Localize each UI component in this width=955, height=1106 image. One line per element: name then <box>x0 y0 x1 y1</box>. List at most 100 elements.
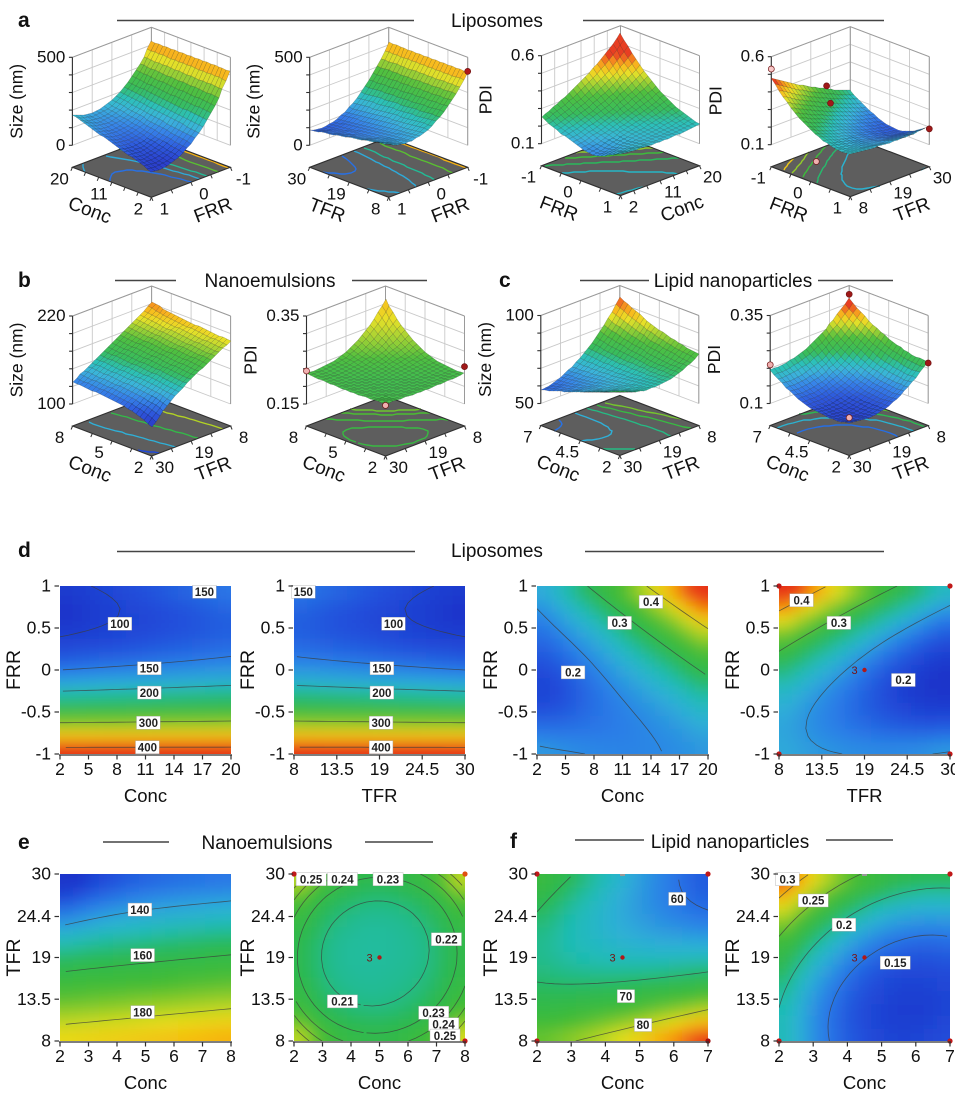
svg-text:d: d <box>18 539 31 562</box>
svg-text:30: 30 <box>933 169 952 188</box>
svg-text:500: 500 <box>37 47 65 66</box>
svg-text:0.24: 0.24 <box>432 1019 455 1031</box>
svg-text:FRR: FRR <box>722 650 744 690</box>
svg-text:0.25: 0.25 <box>300 874 323 886</box>
svg-text:0.2: 0.2 <box>565 668 581 680</box>
svg-text:13.5: 13.5 <box>494 989 528 1009</box>
svg-text:0.1: 0.1 <box>741 135 765 154</box>
svg-text:Liposomes: Liposomes <box>451 541 543 562</box>
svg-text:150: 150 <box>140 663 159 675</box>
svg-text:-1: -1 <box>512 744 528 764</box>
svg-text:Size (nm): Size (nm) <box>6 64 26 139</box>
svg-text:19: 19 <box>893 184 912 203</box>
svg-text:Nanoemulsions: Nanoemulsions <box>202 833 333 854</box>
svg-text:0: 0 <box>199 184 208 203</box>
svg-text:-1: -1 <box>269 744 285 764</box>
svg-text:100: 100 <box>384 619 403 631</box>
svg-text:6: 6 <box>669 1046 679 1066</box>
svg-text:0.22: 0.22 <box>435 934 457 946</box>
svg-text:0.5: 0.5 <box>27 618 51 638</box>
svg-text:7: 7 <box>432 1046 442 1066</box>
svg-text:8: 8 <box>589 759 599 779</box>
svg-text:5: 5 <box>877 1046 887 1066</box>
svg-text:1: 1 <box>275 576 285 596</box>
svg-text:-1: -1 <box>521 168 536 187</box>
svg-text:30: 30 <box>455 759 475 779</box>
svg-text:TFR: TFR <box>3 939 25 977</box>
svg-text:Nanoemulsions: Nanoemulsions <box>205 271 336 292</box>
svg-text:19: 19 <box>32 947 51 967</box>
svg-text:a: a <box>18 9 30 32</box>
svg-text:0.5: 0.5 <box>746 618 770 638</box>
svg-text:13.5: 13.5 <box>320 759 354 779</box>
svg-text:0: 0 <box>293 135 302 154</box>
svg-text:8: 8 <box>239 428 248 447</box>
svg-text:1: 1 <box>603 198 612 217</box>
svg-text:PDI: PDI <box>705 86 725 115</box>
svg-text:FRR: FRR <box>237 650 259 690</box>
svg-text:5: 5 <box>561 759 571 779</box>
svg-text:24.5: 24.5 <box>405 759 439 779</box>
svg-text:c: c <box>499 269 511 292</box>
svg-text:7: 7 <box>198 1046 208 1066</box>
svg-text:13.5: 13.5 <box>251 989 285 1009</box>
svg-text:6: 6 <box>911 1046 921 1066</box>
svg-text:17: 17 <box>670 759 689 779</box>
svg-text:3: 3 <box>367 953 373 965</box>
svg-text:0: 0 <box>436 184 445 203</box>
svg-text:30: 30 <box>940 759 955 779</box>
svg-text:0.3: 0.3 <box>831 618 847 630</box>
svg-text:30: 30 <box>623 458 642 477</box>
svg-text:8: 8 <box>473 428 482 447</box>
svg-text:Liposomes: Liposomes <box>451 11 543 32</box>
svg-text:11: 11 <box>136 759 154 779</box>
svg-text:PDI: PDI <box>476 85 496 114</box>
svg-text:150: 150 <box>294 587 313 599</box>
svg-text:1: 1 <box>518 576 528 596</box>
svg-text:300: 300 <box>372 718 391 730</box>
svg-text:7: 7 <box>945 1046 955 1066</box>
svg-text:30: 30 <box>853 458 872 477</box>
svg-text:-1: -1 <box>35 744 51 764</box>
svg-text:0.1: 0.1 <box>511 134 535 153</box>
svg-text:400: 400 <box>138 742 157 754</box>
svg-text:7: 7 <box>703 1046 713 1066</box>
svg-text:0.4: 0.4 <box>643 597 660 609</box>
svg-text:7: 7 <box>752 428 761 447</box>
svg-text:8: 8 <box>859 199 868 218</box>
svg-text:0: 0 <box>41 660 51 680</box>
svg-text:Conc: Conc <box>843 1072 886 1093</box>
svg-text:30: 30 <box>32 864 52 884</box>
svg-text:13.5: 13.5 <box>736 989 770 1009</box>
svg-text:14: 14 <box>164 759 184 779</box>
svg-text:0.3: 0.3 <box>612 618 628 630</box>
svg-text:30: 30 <box>155 458 174 477</box>
svg-text:Conc: Conc <box>601 1072 644 1093</box>
svg-text:4: 4 <box>112 1046 122 1066</box>
svg-text:2: 2 <box>629 198 638 217</box>
svg-text:8: 8 <box>936 428 945 447</box>
svg-text:0.15: 0.15 <box>884 958 907 970</box>
svg-text:30: 30 <box>509 864 529 884</box>
svg-text:-1: -1 <box>754 744 770 764</box>
svg-text:TFR: TFR <box>722 939 744 977</box>
svg-text:24.4: 24.4 <box>17 906 51 926</box>
svg-text:150: 150 <box>372 663 391 675</box>
svg-text:Lipid nanoparticles: Lipid nanoparticles <box>654 271 812 292</box>
svg-text:0: 0 <box>56 135 65 154</box>
svg-text:400: 400 <box>372 742 391 754</box>
svg-text:20: 20 <box>221 759 241 779</box>
svg-text:60: 60 <box>671 894 684 906</box>
svg-text:8: 8 <box>112 759 122 779</box>
svg-text:Conc: Conc <box>124 785 167 806</box>
svg-text:20: 20 <box>698 759 718 779</box>
svg-text:6: 6 <box>169 1046 179 1066</box>
svg-text:Conc: Conc <box>601 785 644 806</box>
svg-text:e: e <box>18 831 30 854</box>
svg-text:80: 80 <box>637 1020 650 1032</box>
svg-text:5: 5 <box>141 1046 151 1066</box>
svg-text:5: 5 <box>328 443 337 462</box>
svg-text:3: 3 <box>852 665 858 677</box>
svg-text:19: 19 <box>855 759 874 779</box>
svg-text:0.25: 0.25 <box>802 896 825 908</box>
